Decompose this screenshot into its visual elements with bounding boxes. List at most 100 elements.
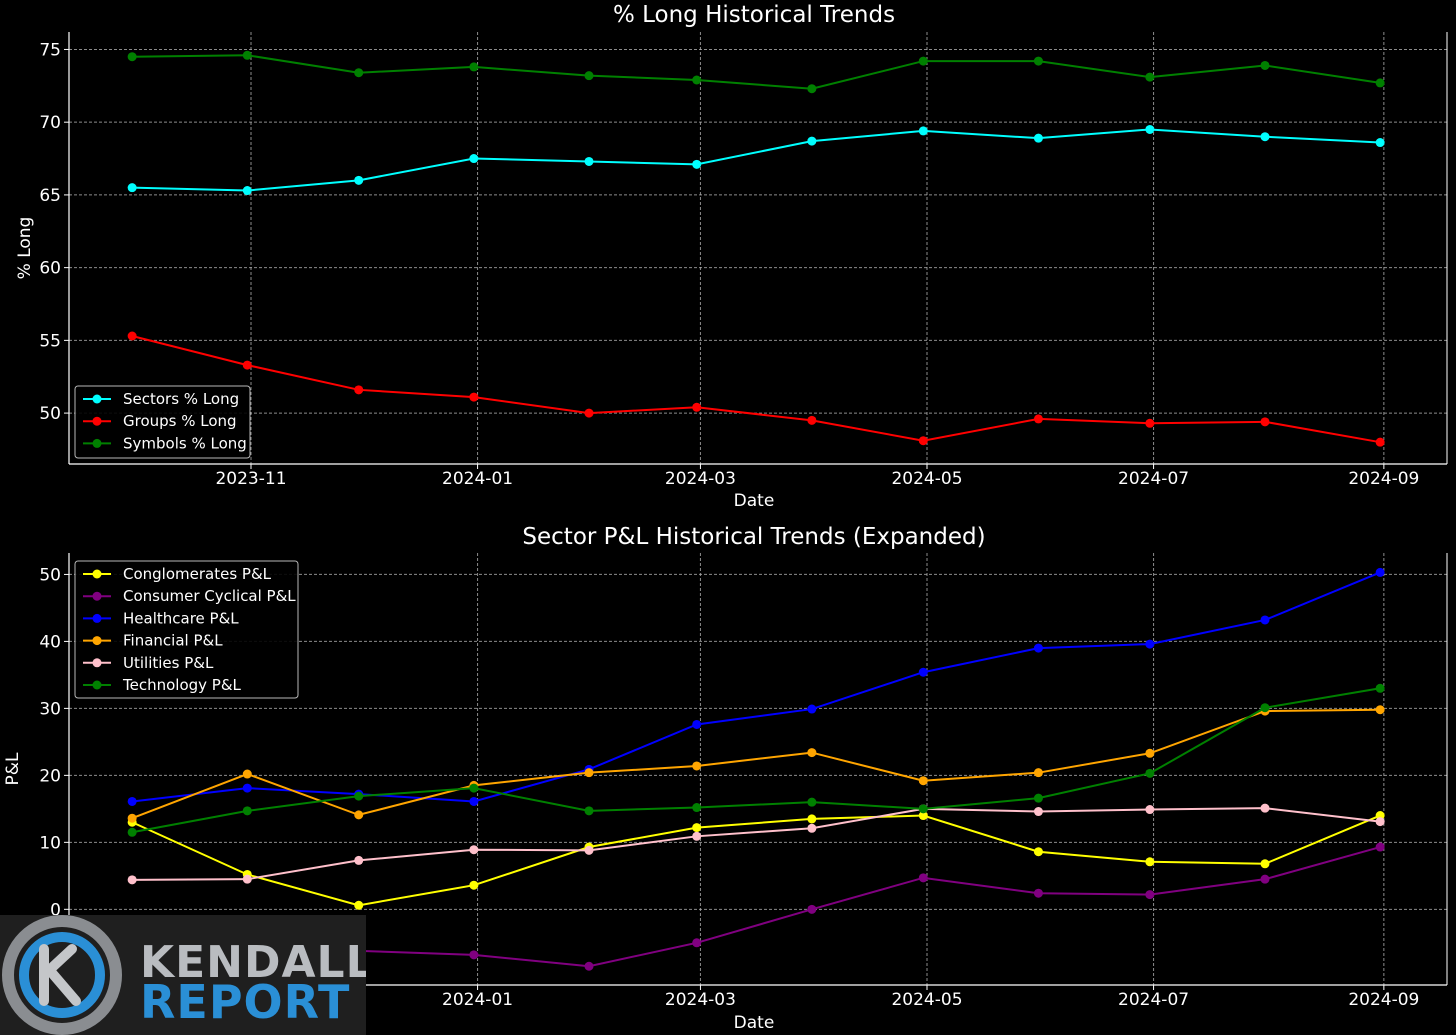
series-line-1 [132, 128, 1381, 192]
y-tick-label: 40 [39, 632, 61, 652]
data-point [807, 136, 817, 146]
series-line-6 [131, 687, 1381, 834]
data-point [918, 873, 928, 883]
data-point [127, 52, 137, 62]
data-point [584, 156, 594, 166]
data-point [354, 791, 364, 801]
chart-title: Sector P&L Historical Trends (Expanded) [522, 524, 985, 550]
x-tick-label: 2024-09 [1348, 469, 1419, 489]
x-tick-label: 2024-07 [1118, 469, 1189, 489]
legend-swatch-marker [92, 416, 102, 426]
data-point [1145, 72, 1155, 82]
y-tick-label: 20 [39, 766, 61, 786]
legend-swatch-marker [92, 636, 102, 646]
data-point [692, 761, 702, 771]
data-point [584, 961, 594, 971]
data-point [469, 950, 479, 960]
data-point [1033, 807, 1043, 817]
legend-label: Healthcare P&L [123, 609, 239, 627]
series-line-3 [132, 54, 1381, 90]
data-point [1375, 567, 1385, 577]
data-point [918, 667, 928, 677]
data-point [1145, 639, 1155, 649]
legend-swatch-marker [92, 569, 102, 579]
data-point [1033, 643, 1043, 653]
data-point [1375, 683, 1385, 693]
data-point [127, 813, 137, 823]
data-point [469, 154, 479, 164]
legend-swatch-marker [92, 394, 102, 404]
data-point [584, 806, 594, 816]
data-point [127, 875, 137, 885]
data-point [807, 84, 817, 94]
legend-label: Conglomerates P&L [123, 565, 272, 583]
chart-title: % Long Historical Trends [613, 2, 895, 28]
series-line-4 [131, 708, 1381, 820]
data-point [242, 50, 252, 60]
data-point [127, 827, 137, 837]
data-point [918, 811, 928, 821]
data-point [469, 845, 479, 855]
x-tick-label: 2024-07 [1118, 990, 1189, 1010]
data-point [127, 183, 137, 193]
y-tick-label: 30 [39, 699, 61, 719]
data-point [1260, 417, 1270, 427]
data-point [692, 823, 702, 833]
data-point [242, 360, 252, 370]
y-axis-label: % Long [15, 217, 35, 280]
data-point [918, 126, 928, 136]
data-point [354, 175, 364, 185]
kr-emblem-icon [2, 915, 122, 1035]
data-point [127, 331, 137, 341]
data-point [1145, 418, 1155, 428]
x-axis-label: Date [734, 491, 775, 511]
data-point [807, 797, 817, 807]
data-point [242, 874, 252, 884]
data-point [469, 783, 479, 793]
data-point [918, 56, 928, 66]
data-point [1375, 437, 1385, 447]
data-point [1375, 138, 1385, 148]
data-point [918, 436, 928, 446]
x-tick-label: 2024-05 [891, 990, 962, 1010]
data-point [127, 796, 137, 806]
legend-label: Technology P&L [122, 676, 242, 694]
data-point [1033, 414, 1043, 424]
legend-label: Sectors % Long [123, 390, 239, 408]
data-point [1033, 768, 1043, 778]
legend-swatch-marker [92, 680, 102, 690]
data-point [807, 748, 817, 758]
y-tick-label: 50 [39, 565, 61, 585]
data-point [354, 900, 364, 910]
legend-swatch-marker [92, 613, 102, 623]
data-point [1260, 859, 1270, 869]
legend-label: Consumer Cyclical P&L [123, 587, 296, 605]
chart-panel-1: 50 55 60 65 70 75 2023-11 2024-01 2024-03 2024-05… [15, 2, 1448, 511]
data-point [1260, 803, 1270, 813]
data-point [1033, 793, 1043, 803]
x-tick-label: 2024-03 [665, 469, 736, 489]
x-tick-label: 2023-11 [215, 469, 286, 489]
data-point [354, 385, 364, 395]
x-tick-label: 2024-03 [665, 990, 736, 1010]
x-tick-label: 2024-05 [891, 469, 962, 489]
legend-label: Groups % Long [123, 412, 237, 430]
data-point [242, 783, 252, 793]
y-tick-label: 60 [39, 259, 61, 279]
legend-label: Utilities P&L [123, 654, 214, 672]
data-point [1375, 817, 1385, 827]
data-point [1375, 705, 1385, 715]
series-line-5 [132, 807, 1381, 881]
y-tick-label: 55 [39, 331, 61, 351]
data-point [918, 804, 928, 814]
data-point [1260, 615, 1270, 625]
x-axis-label: Date [734, 1013, 775, 1033]
data-point [584, 71, 594, 81]
data-point [354, 855, 364, 865]
data-point [242, 806, 252, 816]
data-point [469, 392, 479, 402]
data-point [1260, 60, 1270, 70]
data-point [1033, 133, 1043, 143]
data-point [1033, 888, 1043, 898]
